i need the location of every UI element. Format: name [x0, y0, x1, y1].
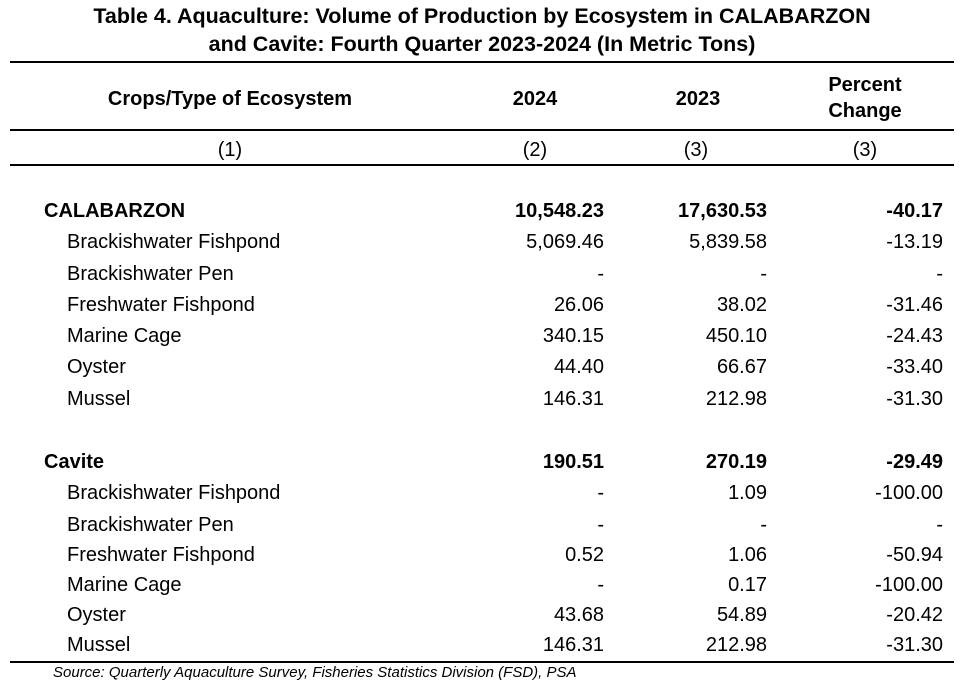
percent-change: -	[936, 514, 943, 536]
col-number-3: (3)	[683, 139, 709, 161]
percent-change: -31.46	[886, 294, 943, 316]
header-change-line: Change	[828, 100, 902, 122]
col-number-rule	[10, 164, 954, 166]
ecosystem-name: Brackishwater Fishpond	[67, 231, 281, 253]
value-2023: 270.19	[705, 451, 767, 473]
value-2023: 1.09	[728, 482, 767, 504]
percent-change: -33.40	[886, 356, 943, 378]
value-2023: -	[760, 263, 767, 285]
value-2023: 17,630.53	[678, 200, 767, 222]
percent-change: -24.43	[886, 325, 943, 347]
ecosystem-name: Brackishwater Pen	[67, 263, 234, 285]
percent-change: -50.94	[886, 544, 943, 566]
percent-change: -31.30	[886, 388, 943, 410]
header-percent-change: Percent Change	[795, 72, 935, 124]
value-2023: 1.06	[728, 544, 767, 566]
ecosystem-name: Mussel	[67, 388, 131, 410]
table-row: Brackishwater Fishpond 5,069.46 5,839.58…	[0, 231, 964, 261]
table-row: Freshwater Fishpond 26.06 38.02 -31.46	[0, 294, 964, 324]
table-row: Brackishwater Pen - - -	[0, 514, 964, 544]
table-title-line-1: Table 4. Aquaculture: Volume of Producti…	[93, 4, 871, 28]
table-row-region-cavite: Cavite 190.51 270.19 -29.49	[0, 451, 964, 481]
value-2023: 66.67	[716, 356, 767, 378]
value-2024: -	[597, 482, 604, 504]
table-row: Freshwater Fishpond 0.52 1.06 -50.94	[0, 544, 964, 574]
percent-change: -100.00	[875, 482, 943, 504]
value-2023: 54.89	[716, 604, 767, 626]
value-2024: 146.31	[542, 388, 604, 410]
col-number-1: (1)	[217, 139, 243, 161]
table-row: Mussel 146.31 212.98 -31.30	[0, 388, 964, 418]
col-number-4: (3)	[852, 139, 878, 161]
value-2023: 212.98	[705, 634, 767, 656]
percent-change: -40.17	[886, 200, 943, 222]
value-2023: 212.98	[705, 388, 767, 410]
percent-change: -	[936, 263, 943, 285]
ecosystem-name: Marine Cage	[67, 325, 182, 347]
value-2024: -	[597, 514, 604, 536]
percent-change: -13.19	[886, 231, 943, 253]
ecosystem-name: Freshwater Fishpond	[67, 544, 255, 566]
value-2024: -	[597, 574, 604, 596]
value-2024: 5,069.46	[526, 231, 604, 253]
value-2023: 450.10	[705, 325, 767, 347]
table-row: Oyster 43.68 54.89 -20.42	[0, 604, 964, 634]
ecosystem-name: Mussel	[67, 634, 131, 656]
col-number-2: (2)	[522, 139, 548, 161]
header-2023: 2023	[675, 88, 721, 110]
ecosystem-name: Oyster	[67, 604, 126, 626]
region-name: CALABARZON	[44, 200, 186, 222]
percent-change: -31.30	[886, 634, 943, 656]
top-rule	[10, 61, 954, 63]
ecosystem-name: Brackishwater Fishpond	[67, 482, 281, 504]
table-row: Brackishwater Fishpond - 1.09 -100.00	[0, 482, 964, 512]
percent-change: -20.42	[886, 604, 943, 626]
table-title: Table 4. Aquaculture: Volume of Producti…	[0, 2, 964, 58]
table-row: Marine Cage 340.15 450.10 -24.43	[0, 325, 964, 355]
value-2024: 26.06	[553, 294, 604, 316]
value-2024: 44.40	[553, 356, 604, 378]
table-row: Marine Cage - 0.17 -100.00	[0, 574, 964, 604]
bottom-rule	[10, 661, 954, 663]
ecosystem-name: Oyster	[67, 356, 126, 378]
value-2023: -	[760, 514, 767, 536]
header-percent-line: Percent	[828, 74, 902, 96]
table-row: Mussel 146.31 212.98 -31.30	[0, 634, 964, 664]
table-row-region-calabarzon: CALABARZON 10,548.23 17,630.53 -40.17	[0, 200, 964, 230]
value-2023: 0.17	[728, 574, 767, 596]
percent-change: -100.00	[875, 574, 943, 596]
value-2023: 5,839.58	[689, 231, 767, 253]
ecosystem-name: Marine Cage	[67, 574, 182, 596]
value-2024: 0.52	[565, 544, 604, 566]
value-2024: 146.31	[542, 634, 604, 656]
table-row: Brackishwater Pen - - -	[0, 263, 964, 293]
table-title-line-2: and Cavite: Fourth Quarter 2023-2024 (In…	[208, 32, 756, 56]
value-2024: 43.68	[553, 604, 604, 626]
header-2024: 2024	[512, 88, 558, 110]
ecosystem-name: Brackishwater Pen	[67, 514, 234, 536]
table-row: Oyster 44.40 66.67 -33.40	[0, 356, 964, 386]
percent-change: -29.49	[886, 451, 943, 473]
value-2024: 10,548.23	[515, 200, 604, 222]
header-crops-type: Crops/Type of Ecosystem	[107, 88, 353, 110]
region-name: Cavite	[44, 451, 105, 473]
value-2024: 340.15	[542, 325, 604, 347]
value-2023: 38.02	[716, 294, 767, 316]
ecosystem-name: Freshwater Fishpond	[67, 294, 255, 316]
value-2024: 190.51	[542, 451, 604, 473]
source-note: Source: Quarterly Aquaculture Survey, Fi…	[53, 664, 577, 681]
value-2024: -	[597, 263, 604, 285]
header-rule	[10, 129, 954, 131]
